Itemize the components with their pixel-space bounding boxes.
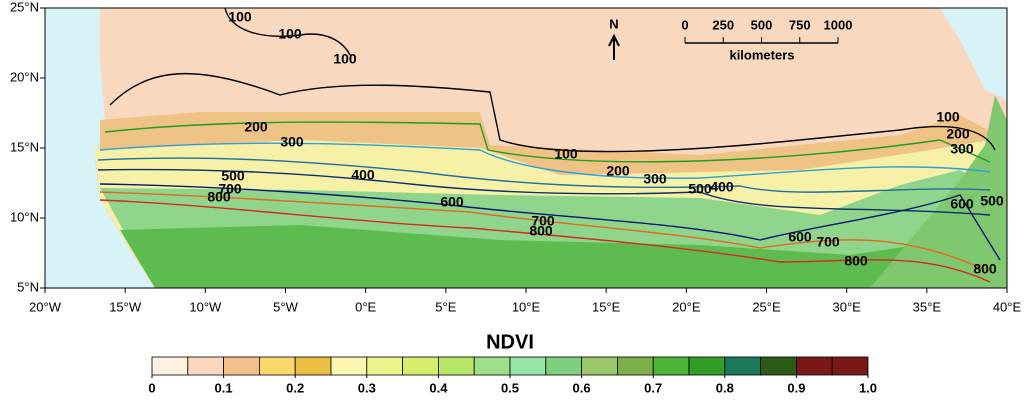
contour-label: 400: [351, 167, 375, 183]
lon-tick-label: 40°E: [993, 299, 1022, 314]
colorbar-box: [366, 356, 403, 376]
contour-line: [224, 8, 351, 56]
contour-label: 100: [554, 146, 578, 162]
colorbar-tick-label: 0.3: [358, 380, 376, 395]
colorbar-tick-label: 0.6: [573, 380, 591, 395]
lon-tick-label: 20°W: [29, 299, 62, 314]
lon-tick-label: 20°E: [672, 299, 701, 314]
colorbar-box: [760, 356, 797, 376]
contour-label: 300: [280, 134, 304, 150]
scale-tick-label: 750: [789, 17, 811, 32]
colorbar-box: [151, 356, 189, 376]
contour-label: 100: [278, 26, 302, 42]
lon-tick-label: 10°E: [512, 299, 541, 314]
colorbar-box: [473, 356, 511, 376]
scale-unit: kilometers: [729, 47, 794, 62]
colorbar-box: [617, 356, 654, 376]
lon-tick-label: 35°E: [913, 299, 942, 314]
colorbar-box: [652, 356, 690, 376]
colorbar-tick-label: 0.8: [716, 380, 734, 395]
contour-label: 600: [440, 194, 464, 210]
lat-tick-label: 15°N: [10, 139, 39, 154]
colorbar-box: [437, 356, 475, 376]
contour-line: [99, 191, 986, 271]
lon-tick-label: 25°E: [752, 299, 781, 314]
lat-tick-label: 10°N: [10, 209, 39, 224]
highlands: [870, 95, 1007, 288]
colorbar-box: [294, 356, 332, 376]
colorbar-box: [187, 356, 225, 376]
lon-tick-label: 5°E: [435, 299, 456, 314]
contour-line: [99, 183, 1001, 261]
contour-label: 800: [207, 189, 231, 205]
lon-tick-label: 0°E: [355, 299, 376, 314]
contour-line: [109, 73, 996, 153]
colorbar-box: [831, 356, 869, 376]
contour-label: 700: [218, 181, 242, 197]
colorbar-box: [330, 356, 368, 376]
contour-label: 100: [228, 9, 252, 25]
scale-tick-label: 250: [712, 17, 734, 32]
contour-label: 800: [529, 223, 553, 239]
lat-tick-label: 25°N: [10, 0, 39, 14]
contour-label: 300: [643, 171, 667, 187]
colorbar-tick-label: 0.1: [215, 380, 233, 395]
scale-tick-label: 500: [751, 17, 773, 32]
colorbar-tick-label: 1.0: [859, 380, 877, 395]
contour-label: 200: [946, 126, 970, 142]
contour-label: 100: [333, 51, 357, 67]
north-label: N: [609, 16, 618, 31]
colorbar-box: [688, 356, 726, 376]
contour-line: [97, 157, 991, 193]
contour-line: [97, 168, 991, 216]
lat-tick-label: 5°N: [17, 279, 39, 294]
contour-label: 100: [936, 109, 960, 125]
colorbar-tick-label: 0.9: [787, 380, 805, 395]
colorbar-box: [545, 356, 582, 376]
colorbar-box: [402, 356, 439, 376]
colorbar-box: [258, 356, 296, 376]
map-area: [45, 8, 1007, 288]
contour-label: 500: [221, 168, 245, 184]
scale-tick-label: 1000: [824, 17, 853, 32]
colorbar-tick-label: 0.7: [644, 380, 662, 395]
colorbar-box: [509, 356, 547, 376]
colorbar-tick-label: 0: [148, 380, 155, 395]
contour-label: 800: [844, 253, 868, 269]
scale-tick-label: 0: [681, 17, 688, 32]
lon-tick-label: 5°W: [273, 299, 298, 314]
lon-tick-label: 30°E: [832, 299, 861, 314]
contour-label: 200: [244, 119, 268, 135]
contour-label: 400: [710, 179, 734, 195]
contour-line: [104, 121, 991, 163]
colorbar-box: [724, 356, 761, 376]
contour-label: 700: [531, 213, 555, 229]
contour-label: 200: [606, 163, 630, 179]
lat-tick-label: 20°N: [10, 69, 39, 84]
contour-label: 800: [973, 261, 997, 277]
colorbar-tick-label: 0.4: [429, 380, 448, 395]
contour-label: 500: [688, 181, 712, 197]
north-arrow: [608, 33, 620, 60]
colorbar-box: [581, 356, 618, 376]
contour-label: 600: [950, 196, 974, 212]
colorbar-tick-label: 0.5: [501, 380, 519, 395]
contour-labels: 100 100 100 100 100 200 200 200 300 300 …: [207, 9, 1004, 277]
colorbar-box: [223, 356, 260, 376]
lon-tick-label: 15°W: [109, 299, 142, 314]
colorbar-box: [796, 356, 833, 376]
lon-tick-label: 15°E: [592, 299, 621, 314]
contour-label: 300: [950, 141, 974, 157]
contour-label: 500: [980, 193, 1004, 209]
contour-line: [99, 142, 991, 179]
contour-line: [99, 199, 991, 283]
contour-label: 700: [816, 234, 840, 250]
lon-tick-label: 10°W: [189, 299, 222, 314]
contour-label: 600: [788, 229, 812, 245]
colorbar-title: NDVI: [486, 331, 534, 353]
colorbar-tick-label: 0.2: [286, 380, 304, 395]
forest: [120, 225, 1007, 288]
